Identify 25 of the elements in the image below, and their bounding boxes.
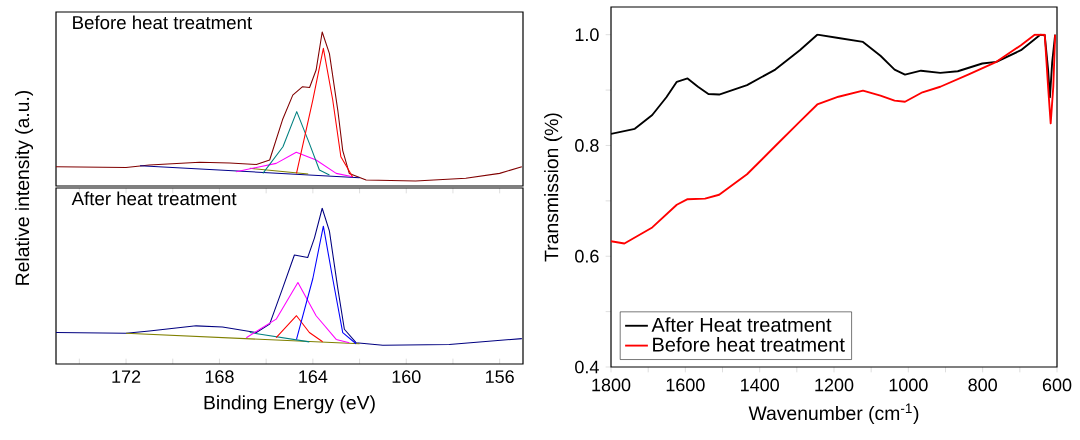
x-tick-label: 156 — [486, 370, 514, 384]
x-axis-title: Binding Energy (eV) — [204, 395, 375, 414]
x-tick-label: 172 — [112, 370, 141, 383]
x-tick-label: 600 — [1042, 378, 1072, 392]
y-axis-title: Relative intensity (a.u.) — [15, 90, 34, 285]
line-series — [611, 33, 1057, 245]
x-tick-label: 1000 — [889, 378, 928, 392]
x-tick-label: 164 — [299, 370, 328, 384]
x-tick-label: 160 — [392, 370, 421, 384]
chart-title: After heat treatment — [71, 191, 237, 206]
legend-label: Before heat treatment — [653, 337, 845, 352]
x-tick-label: 1400 — [741, 378, 779, 392]
y-tick-label: 0.6 — [575, 249, 599, 263]
y-axis-title: Transmission (%) — [544, 113, 563, 262]
x-tick-label: 800 — [968, 378, 997, 392]
y-tick-label: 1.0 — [575, 28, 599, 42]
x-axis-title: Wavenumber (cm$^{-1}$) — [748, 403, 919, 424]
x-tick-label: 1200 — [815, 378, 854, 392]
x-tick-label: 1600 — [666, 378, 705, 392]
y-tick-label: 0.4 — [575, 360, 599, 374]
y-tick-label: 0.8 — [575, 139, 599, 152]
x-tick-label: 1800 — [592, 378, 631, 392]
legend-label: After Heat treatment — [651, 317, 832, 332]
x-tick-label: 168 — [205, 370, 234, 384]
chart-title: Before heat treatment — [73, 15, 252, 30]
